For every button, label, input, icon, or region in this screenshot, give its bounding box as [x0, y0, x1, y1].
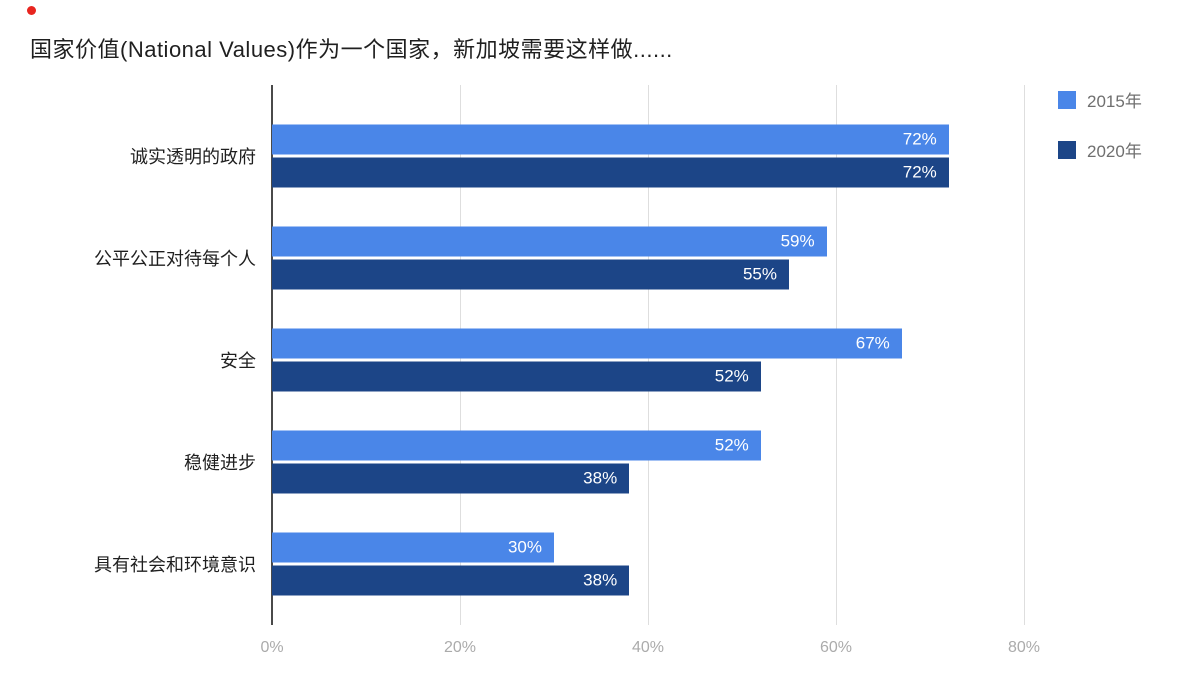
- x-axis-tick-label: 20%: [443, 639, 477, 656]
- legend-item-2015: 2015年: [1058, 87, 1142, 112]
- legend-swatch-2015-icon: [1058, 90, 1076, 109]
- bar-2015年: 30%: [272, 532, 554, 563]
- bar-2020年: 72%: [272, 157, 949, 188]
- legend-label-2020: 2020年: [1087, 142, 1142, 161]
- bar-group: 52% 38%: [272, 430, 1072, 494]
- bar-2015年: 52%: [272, 430, 761, 461]
- category-label: 诚实透明的政府: [130, 147, 256, 167]
- bar-value-label: 52%: [714, 435, 749, 455]
- bar-group: 72% 72%: [272, 124, 1072, 188]
- bar-2020年: 38%: [272, 463, 630, 494]
- bar-value-label: 72%: [902, 162, 937, 182]
- category-row: 安全 67% 52%: [220, 309, 1072, 411]
- chart-title: 国家价值(National Values)作为一个国家，新加坡需要这样做....…: [30, 37, 673, 62]
- gridline: [1024, 85, 1025, 625]
- category-label: 稳健进步: [184, 453, 256, 473]
- recording-dot-icon: [27, 6, 36, 15]
- x-axis-tick-label: 40%: [631, 639, 665, 656]
- bar-2015年: 72%: [272, 124, 949, 155]
- x-axis-tick-label: 80%: [1007, 639, 1041, 656]
- legend-label-2015: 2015年: [1087, 92, 1142, 111]
- legend-item-2020: 2020年: [1058, 137, 1142, 162]
- bar-value-label: 38%: [583, 570, 618, 590]
- bar-group: 30% 38%: [272, 532, 1072, 596]
- bar-value-label: 72%: [902, 129, 937, 149]
- bar-2015年: 67%: [272, 328, 902, 359]
- legend: 2015年 2020年: [1058, 87, 1142, 162]
- category-row: 诚实透明的政府 72% 72%: [130, 105, 1072, 207]
- bar-2020年: 55%: [272, 259, 789, 290]
- category-row: 具有社会和环境意识 30% 38%: [94, 513, 1072, 615]
- category-row: 稳健进步 52% 38%: [184, 411, 1072, 513]
- bar-2020年: 38%: [272, 565, 630, 596]
- plot-area: 0% 20% 40% 60% 80% 诚实透明的政府 72% 72% 公平公正对待每个人 59% 5…: [94, 85, 1072, 656]
- bar-group: 59% 55%: [272, 226, 1072, 290]
- bar-value-label: 38%: [583, 468, 618, 488]
- category-label: 安全: [220, 351, 256, 371]
- bar-2015年: 59%: [272, 226, 827, 257]
- x-axis-tick-label: 0%: [260, 639, 284, 656]
- bar-group: 67% 52%: [272, 328, 1072, 392]
- bar-2020年: 52%: [272, 361, 761, 392]
- category-label: 具有社会和环境意识: [94, 555, 256, 575]
- bar-value-label: 52%: [714, 366, 749, 386]
- bar-rows: 诚实透明的政府 72% 72% 公平公正对待每个人 59% 55% 安全 67% 52% 稳健进步…: [94, 85, 1072, 615]
- bar-value-label: 59%: [780, 231, 815, 251]
- bar-value-label: 67%: [855, 333, 890, 353]
- legend-swatch-2020-icon: [1058, 140, 1076, 159]
- category-row: 公平公正对待每个人 59% 55%: [94, 207, 1072, 309]
- bar-value-label: 55%: [742, 264, 777, 284]
- x-axis-tick-label: 60%: [819, 639, 853, 656]
- bar-value-label: 30%: [507, 537, 542, 557]
- category-label: 公平公正对待每个人: [94, 249, 256, 269]
